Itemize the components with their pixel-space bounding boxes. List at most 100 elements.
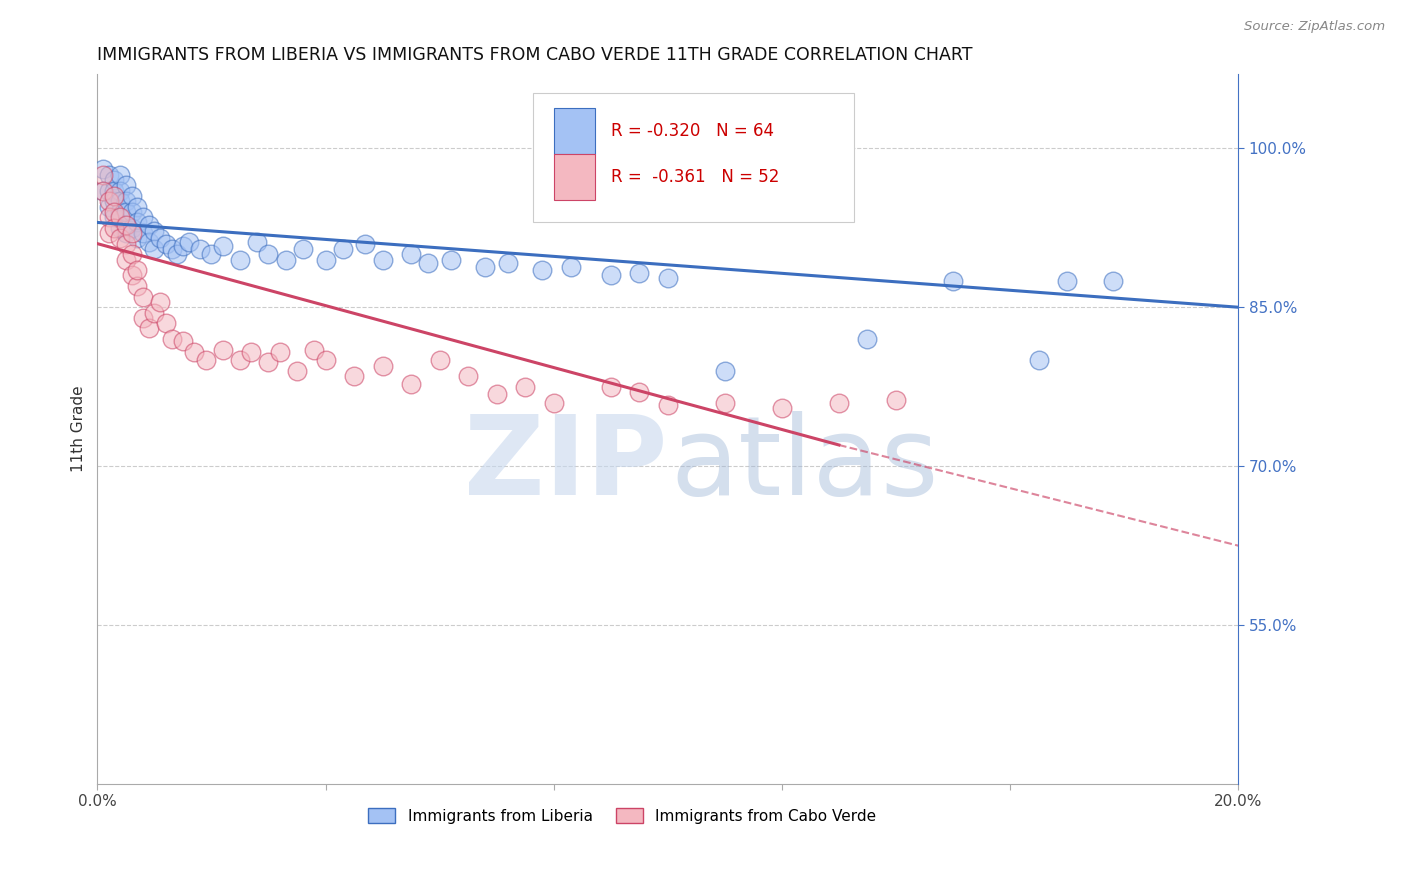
Point (143, 242, 166, 256)
Point (97, 194, 120, 209)
Text: R = -0.320   N = 64: R = -0.320 N = 64 (610, 122, 773, 140)
Point (440, 252, 463, 267)
Text: R =  -0.361   N = 52: R = -0.361 N = 52 (610, 168, 779, 186)
Point (474, 260, 496, 274)
Point (115, 205, 138, 219)
Point (560, 260, 582, 274)
Point (97, 184, 120, 198)
Point (160, 242, 183, 256)
Point (121, 268, 143, 283)
Point (285, 364, 308, 378)
Point (166, 247, 188, 261)
FancyBboxPatch shape (554, 108, 595, 153)
Point (240, 344, 263, 359)
Point (884, 393, 907, 408)
Point (121, 189, 143, 203)
Point (172, 239, 194, 253)
Point (399, 247, 422, 261)
Point (628, 266, 651, 280)
Point (160, 332, 183, 346)
Point (257, 355, 280, 369)
Y-axis label: 11th Grade: 11th Grade (72, 385, 86, 473)
Point (108, 184, 131, 198)
Point (132, 226, 155, 240)
Point (108, 220, 131, 235)
Point (418, 256, 440, 270)
Point (138, 235, 160, 249)
Point (115, 218, 138, 232)
Point (97, 168, 120, 182)
Point (315, 252, 337, 267)
Point (108, 210, 131, 224)
Point (127, 200, 149, 214)
Point (496, 256, 519, 270)
Point (1056, 274, 1078, 288)
Point (172, 334, 194, 348)
Point (91, 168, 114, 182)
Point (1101, 274, 1123, 288)
Point (657, 270, 679, 285)
Point (1028, 353, 1050, 368)
Point (115, 252, 138, 267)
Point (103, 184, 125, 198)
Point (138, 218, 160, 232)
Point (942, 274, 965, 288)
Point (177, 235, 200, 249)
Point (91, 162, 114, 177)
Point (143, 305, 166, 319)
Point (599, 268, 621, 283)
Point (91, 184, 114, 198)
Point (121, 205, 143, 219)
Point (354, 236, 377, 251)
FancyBboxPatch shape (533, 94, 853, 222)
Point (127, 279, 149, 293)
Point (269, 344, 291, 359)
Point (315, 353, 337, 368)
Point (515, 380, 537, 394)
Point (127, 263, 149, 277)
Point (246, 235, 269, 249)
Point (155, 316, 177, 330)
Point (132, 210, 155, 224)
Point (770, 401, 793, 415)
Point (302, 343, 325, 357)
Point (97, 210, 120, 224)
Point (657, 398, 679, 412)
Point (115, 178, 138, 193)
Point (103, 210, 125, 224)
Point (628, 384, 651, 399)
Point (229, 353, 252, 368)
Legend: Immigrants from Liberia, Immigrants from Cabo Verde: Immigrants from Liberia, Immigrants from… (361, 802, 883, 830)
Point (274, 252, 297, 267)
Point (138, 321, 160, 335)
Point (399, 376, 422, 391)
Point (103, 205, 125, 219)
Point (143, 224, 166, 238)
Point (115, 194, 138, 209)
Point (132, 290, 155, 304)
Point (291, 242, 314, 256)
Point (257, 247, 280, 261)
Point (714, 364, 737, 378)
Point (371, 252, 394, 267)
Point (103, 173, 125, 187)
Point (103, 220, 125, 235)
Point (155, 236, 177, 251)
Point (183, 344, 205, 359)
Text: IMMIGRANTS FROM LIBERIA VS IMMIGRANTS FROM CABO VERDE 11TH GRADE CORRELATION CHA: IMMIGRANTS FROM LIBERIA VS IMMIGRANTS FR… (97, 46, 973, 64)
Point (108, 168, 131, 182)
Point (115, 236, 138, 251)
Point (371, 359, 394, 373)
Point (127, 215, 149, 229)
Point (188, 242, 211, 256)
Point (108, 231, 131, 245)
Point (97, 200, 120, 214)
Point (108, 194, 131, 209)
Text: atlas: atlas (671, 411, 939, 518)
FancyBboxPatch shape (554, 154, 595, 200)
Point (343, 369, 366, 384)
Point (229, 252, 252, 267)
Point (127, 231, 149, 245)
Point (97, 226, 120, 240)
Point (149, 294, 172, 309)
